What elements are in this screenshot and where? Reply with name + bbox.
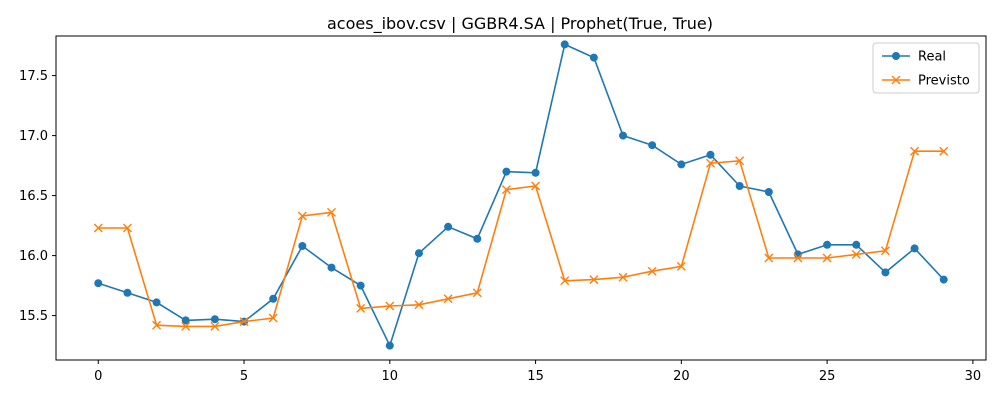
plot-content: 0 5 10 15 20 25 30 15.5 16.0 16.5 17.0 17.5: [19, 40, 981, 384]
data-point-previsto: [531, 181, 541, 191]
data-point-real: [910, 244, 919, 253]
y-tick-label: 16.0: [19, 249, 48, 264]
y-tick-label: 17.5: [19, 69, 48, 84]
data-point-previsto: [152, 320, 162, 330]
data-point-real: [619, 131, 628, 140]
data-point-real: [152, 298, 161, 307]
y-tick-label: 16.5: [19, 189, 48, 204]
data-point-real: [414, 249, 423, 258]
data-point-previsto: [589, 275, 599, 285]
legend-label-real: Real: [918, 50, 946, 65]
x-tick-label: 25: [819, 369, 836, 384]
data-point-real: [677, 160, 686, 169]
data-point-previsto: [706, 158, 715, 168]
data-point-previsto: [181, 321, 191, 331]
data-point-previsto: [676, 261, 686, 271]
data-point-real: [502, 167, 511, 176]
data-point-previsto: [268, 313, 278, 323]
x-tick-label: 30: [965, 369, 982, 384]
data-point-real: [939, 275, 948, 284]
data-point-real: [764, 188, 773, 196]
data-point-real: [210, 315, 219, 324]
data-point-real: [589, 53, 598, 62]
data-point-previsto: [239, 317, 249, 327]
data-point-real: [823, 240, 832, 249]
x-tick-label: 5: [240, 369, 248, 384]
data-point-previsto: [472, 288, 482, 298]
legend-label-previsto: Previsto: [918, 74, 970, 89]
series-line-real: [98, 43, 945, 348]
data-point-real: [269, 294, 278, 303]
y-tick-label: 17.0: [19, 129, 48, 144]
x-tick-label: 20: [673, 369, 690, 384]
x-tick-label: 10: [382, 369, 399, 384]
data-point-previsto: [735, 156, 745, 166]
x-tick-label: 0: [94, 369, 102, 384]
legend-marker-real: [892, 52, 900, 60]
data-point-real: [531, 168, 540, 177]
plot-frame: [55, 35, 987, 361]
data-point-real: [298, 242, 307, 250]
data-point-previsto: [414, 300, 424, 310]
data-point-previsto: [764, 253, 774, 263]
data-point-previsto: [93, 223, 103, 233]
data-point-real: [123, 288, 132, 297]
data-point-real: [94, 279, 103, 288]
chart-title: acoes_ibov.csv | GGBR4.SA | Prophet(True…: [327, 14, 713, 34]
data-point-previsto: [910, 146, 920, 156]
legend: Real Previsto: [872, 42, 980, 94]
legend-marker-previsto: [891, 75, 901, 85]
data-point-real: [356, 281, 365, 290]
data-point-previsto: [210, 321, 220, 331]
data-point-real: [473, 234, 482, 243]
data-point-previsto: [443, 294, 453, 304]
data-point-previsto: [793, 253, 803, 263]
x-tick-label: 15: [527, 369, 544, 384]
data-point-real: [444, 222, 453, 231]
data-point-real: [735, 182, 744, 190]
data-point-previsto: [385, 301, 395, 311]
data-point-real: [560, 40, 569, 49]
data-point-previsto: [501, 185, 511, 195]
data-point-previsto: [822, 253, 832, 263]
data-point-previsto: [327, 207, 336, 217]
data-point-real: [648, 141, 657, 150]
data-point-previsto: [851, 249, 861, 259]
data-point-previsto: [122, 223, 132, 233]
data-point-real: [881, 268, 890, 277]
y-tick-label: 15.5: [19, 309, 48, 324]
data-point-previsto: [560, 276, 570, 286]
data-point-real: [385, 341, 394, 350]
data-point-previsto: [939, 146, 949, 156]
data-point-previsto: [647, 266, 657, 276]
data-point-previsto: [618, 272, 628, 282]
series-line-previsto: [98, 150, 944, 328]
data-point-previsto: [880, 246, 890, 256]
data-point-real: [706, 150, 715, 159]
data-point-previsto: [356, 303, 366, 313]
data-point-real: [327, 263, 336, 272]
data-point-real: [181, 316, 190, 325]
data-point-real: [852, 240, 861, 249]
data-point-previsto: [297, 211, 307, 221]
